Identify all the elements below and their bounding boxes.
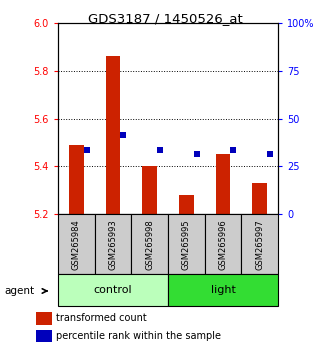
Bar: [58, 214, 95, 274]
Text: GSM265996: GSM265996: [218, 219, 227, 270]
Bar: [142, 166, 157, 214]
Bar: [241, 214, 278, 274]
Text: transformed count: transformed count: [56, 313, 147, 323]
Bar: [106, 57, 120, 214]
Bar: [36, 312, 52, 325]
Bar: [36, 330, 52, 342]
Bar: [58, 274, 168, 306]
Bar: [216, 154, 230, 214]
Bar: [205, 214, 241, 274]
Text: control: control: [94, 285, 132, 295]
Bar: [252, 183, 267, 214]
Text: GSM265997: GSM265997: [255, 219, 264, 270]
Bar: [69, 145, 84, 214]
Text: agent: agent: [4, 286, 34, 296]
Bar: [95, 214, 131, 274]
Bar: [168, 214, 205, 274]
Text: GSM265995: GSM265995: [182, 219, 191, 270]
Text: GSM265984: GSM265984: [72, 219, 81, 270]
Bar: [179, 195, 194, 214]
Text: GSM265998: GSM265998: [145, 219, 154, 270]
Text: GSM265993: GSM265993: [109, 219, 118, 270]
Bar: [168, 274, 278, 306]
Bar: [131, 214, 168, 274]
Text: GDS3187 / 1450526_at: GDS3187 / 1450526_at: [88, 12, 243, 25]
Text: percentile rank within the sample: percentile rank within the sample: [56, 331, 221, 341]
Text: light: light: [211, 285, 235, 295]
